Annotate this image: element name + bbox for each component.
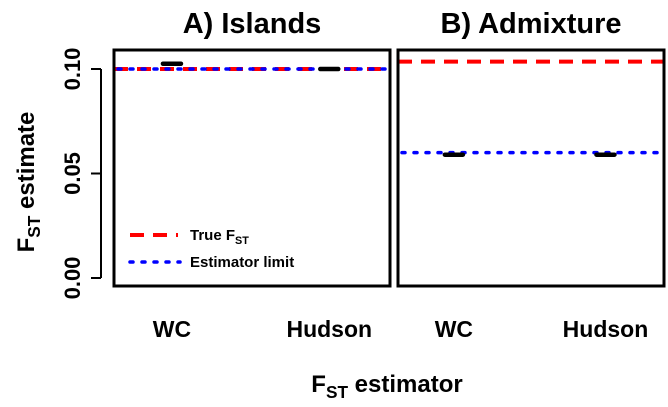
category-label: Hudson (286, 316, 372, 342)
legend-estimator-limit-label: Estimator limit (190, 254, 294, 271)
panel-frame (112, 48, 392, 288)
y-tick-label: 0.05 (60, 152, 85, 195)
legend-true-fst-label: True FST (190, 227, 249, 247)
x-axis-label: FST estimator (311, 371, 462, 402)
y-tick-label: 0.10 (60, 48, 85, 91)
panel-admixture: WC Hudson (396, 48, 666, 342)
category-label: WC (435, 316, 473, 342)
panel-b-title: B) Admixture (441, 8, 622, 40)
y-tick-label: 0.00 (60, 257, 85, 300)
y-axis: 0.00 0.05 0.10 (60, 48, 102, 300)
legend: True FST Estimator limit (128, 227, 294, 271)
panel-a-title: A) Islands (183, 8, 322, 40)
y-axis-label: FST estimate (13, 112, 44, 253)
category-label: Hudson (563, 316, 649, 342)
panel-frame (396, 48, 666, 288)
category-label: WC (153, 316, 191, 342)
panel-islands: WC Hudson (112, 48, 392, 342)
